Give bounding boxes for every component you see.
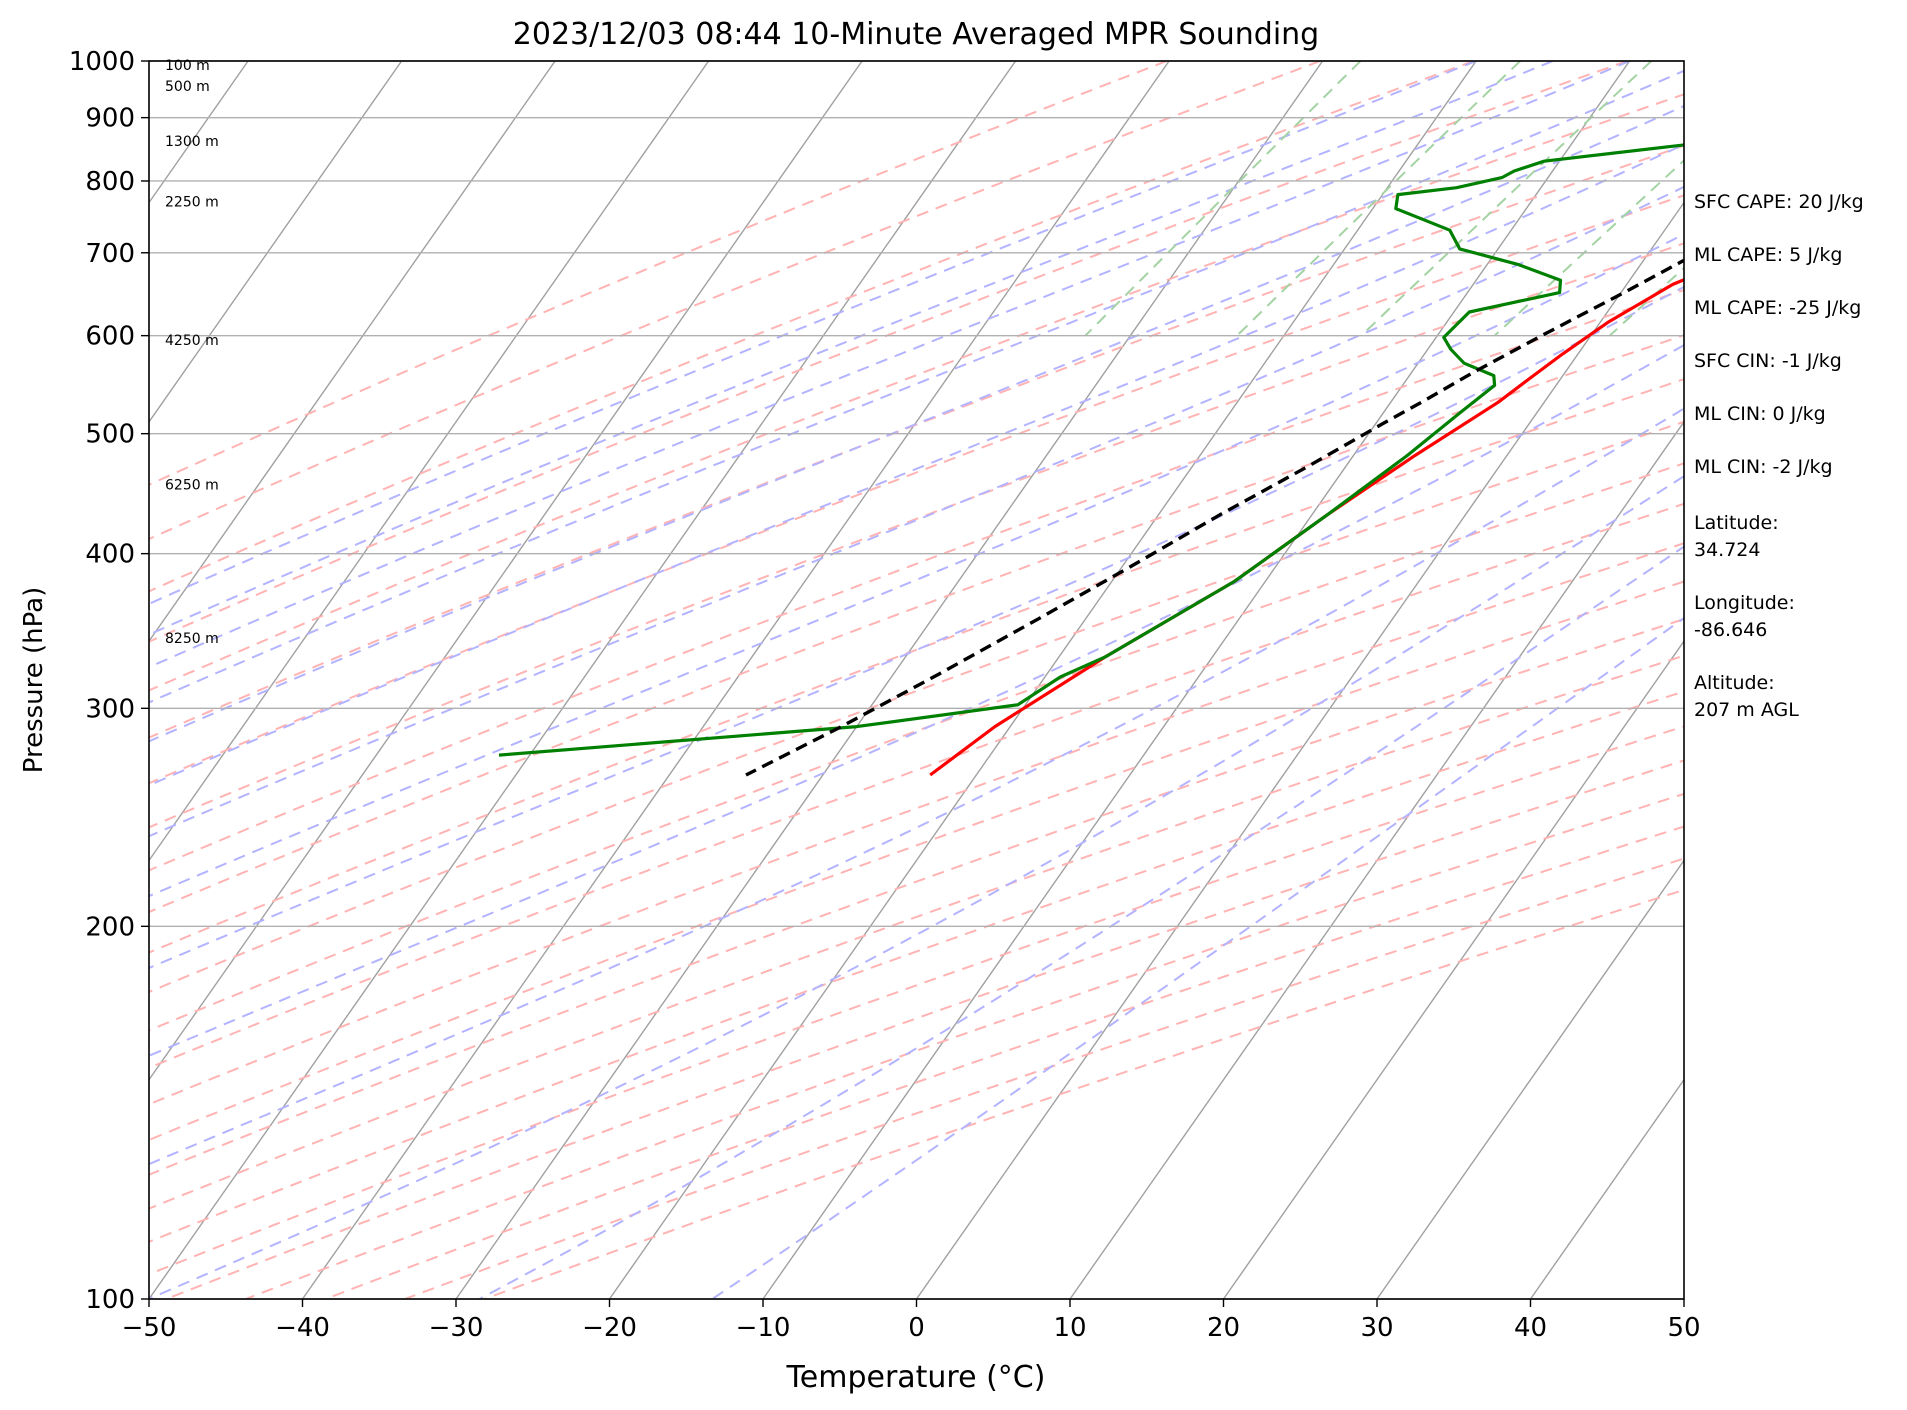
dry-adiabat: [405, 61, 1907, 1299]
dry-adiabat: [0, 61, 1907, 1299]
moist-adiabat: [0, 61, 1907, 1299]
y-tick-label: 800: [85, 167, 135, 197]
y-tick-label: 900: [85, 104, 135, 134]
dry-adiabat: [0, 61, 1907, 1299]
y-axis-label: Pressure (hPa): [19, 587, 49, 774]
annotation-text: SFC CIN: -1 J/kg: [1694, 350, 1842, 372]
x-tick-label: 50: [1667, 1313, 1700, 1343]
y-tick-label: 200: [85, 912, 135, 942]
dry-adiabat: [0, 61, 1907, 1299]
dry-adiabat: [0, 61, 1907, 1299]
x-tick-label: −20: [582, 1313, 637, 1343]
annotation-text: ML CIN: 0 J/kg: [1694, 403, 1826, 425]
height-label: 100 m: [165, 58, 210, 74]
y-axis: 100 200 300 400 500 600 700 800 900 1000: [69, 47, 149, 1315]
y-tick-label: 600: [85, 322, 135, 352]
moist-adiabat: [0, 61, 1907, 1299]
y-tick-label: 400: [85, 540, 135, 570]
annotation-text: Longitude:-86.646: [1694, 592, 1795, 641]
dry-adiabat: [0, 61, 1907, 1299]
background-lines: [0, 61, 1907, 1299]
dry-adiabat: [0, 61, 1474, 1299]
moist-adiabat: [0, 61, 1706, 1158]
mixing-ratio-line: [1361, 61, 1651, 336]
dry-adiabat: [0, 61, 1907, 1299]
x-tick-label: −10: [736, 1313, 791, 1343]
x-tick-label: −30: [429, 1313, 484, 1343]
y-tick-label: 100: [85, 1285, 135, 1315]
height-label: 2250 m: [165, 195, 219, 211]
x-axis: −50 −40 −30 −20 −10 0 10 20 30 40 50: [122, 1299, 1701, 1343]
chart-title: 2023/12/03 08:44 10-Minute Averaged MPR …: [513, 17, 1319, 52]
x-tick-label: 10: [1053, 1313, 1086, 1343]
y-tick-label: 700: [85, 239, 135, 269]
x-tick-label: 0: [908, 1313, 925, 1343]
dry-adiabat: [0, 61, 1627, 1299]
isotherm: [763, 61, 1630, 1299]
mixing-ratio-line: [1085, 61, 1360, 336]
dry-adiabat: [0, 61, 1907, 1299]
dry-adiabat: [0, 61, 1907, 1299]
annotation-text: SFC CAPE: 20 J/kg: [1694, 191, 1864, 213]
moist-adiabat: [149, 61, 1907, 1299]
annotation-text: ML CAPE: -25 J/kg: [1694, 297, 1861, 319]
moist-adiabat: [0, 61, 1630, 1118]
height-label: 500 m: [165, 79, 210, 95]
height-label: 8250 m: [165, 631, 219, 647]
isotherm: [456, 61, 1323, 1299]
annotation-text: Latitude:34.724: [1694, 512, 1779, 561]
dry-adiabat: [0, 61, 1907, 1299]
x-axis-label: Temperature (°C): [786, 1360, 1046, 1395]
mixing-ratio-line: [1886, 61, 1907, 336]
height-label: 6250 m: [165, 477, 219, 493]
dry-adiabat: [7, 61, 1907, 1299]
isotherm: [303, 61, 1170, 1299]
moist-adiabat: [0, 61, 1783, 1224]
x-tick-label: 30: [1360, 1313, 1393, 1343]
isotherm: [917, 61, 1784, 1299]
moist-adiabat: [0, 61, 1907, 1299]
x-tick-label: −50: [122, 1313, 177, 1343]
y-tick-label: 1000: [69, 47, 135, 77]
annotation-text: ML CIN: -2 J/kg: [1694, 456, 1833, 478]
height-label: 1300 m: [165, 134, 219, 150]
height-label: 4250 m: [165, 333, 219, 349]
y-tick-label: 500: [85, 420, 135, 450]
x-tick-label: 40: [1514, 1313, 1547, 1343]
dry-adiabat: [0, 61, 1907, 1299]
isotherm: [149, 61, 1016, 1299]
x-tick-label: 20: [1207, 1313, 1240, 1343]
dry-adiabat: [0, 61, 1907, 1299]
dry-adiabat: [0, 61, 1781, 1299]
annotation-text: ML CAPE: 5 J/kg: [1694, 244, 1842, 266]
dry-adiabat: [0, 61, 1907, 1299]
dry-adiabat: [166, 61, 1907, 1299]
height-labels: 100 m 500 m 1300 m 2250 m 4250 m 6250 m 8250 m: [165, 58, 219, 647]
dry-adiabat: [87, 61, 1907, 1299]
moist-adiabat: [0, 61, 1907, 1299]
annotations-panel: SFC CAPE: 20 J/kg ML CAPE: 5 J/kg ML CAPE:…: [1694, 191, 1864, 721]
y-tick-label: 300: [85, 694, 135, 724]
annotation-text: Altitude:207 m AGL: [1694, 672, 1799, 721]
moist-adiabat: [0, 61, 1860, 1273]
dry-adiabat: [0, 61, 1907, 1299]
mixing-ratio-line: [1237, 61, 1520, 336]
x-tick-label: −40: [275, 1313, 330, 1343]
moist-adiabat: [0, 61, 1907, 1299]
isotherm: [0, 61, 555, 1299]
